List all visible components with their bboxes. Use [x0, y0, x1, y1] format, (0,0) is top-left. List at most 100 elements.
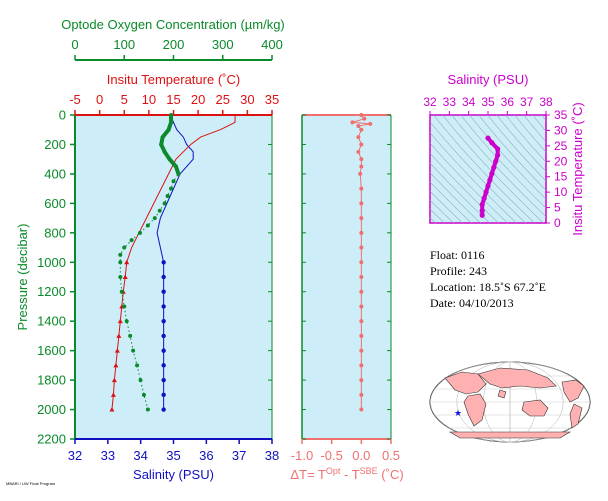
delta-t-data-point [350, 120, 355, 125]
density-contour [430, 121, 527, 223]
oxygen-tick-label: 200 [163, 37, 185, 52]
oxygen-data-point [122, 245, 127, 250]
oxygen-data-point [165, 194, 170, 198]
delta-t-data-point [359, 260, 364, 265]
ts-temperature-tick-label: 5 [554, 201, 561, 215]
ts-temperature-tick-label: 20 [554, 154, 568, 168]
delta-t-data-point [359, 275, 364, 279]
density-contours [430, 115, 546, 223]
temperature-data-point [124, 259, 130, 265]
oxygen-data-point [159, 142, 164, 147]
pressure-axis-label: Pressure (decibar) [15, 224, 30, 331]
temperature-tick-label: 5 [121, 92, 128, 107]
pressure-tick-label: 0 [59, 108, 66, 123]
temperature-profile-line [111, 115, 236, 410]
oxygen-data-point [169, 120, 174, 125]
oxygen-data-point [162, 201, 167, 206]
oxygen-data-point [160, 135, 165, 140]
pressure-tick-label: 2000 [37, 402, 66, 417]
delta-t-data-point [359, 127, 364, 132]
ts-data-point [479, 201, 485, 208]
density-contour [442, 115, 545, 223]
delta-t-data-point [359, 333, 364, 338]
salinity-data-point [161, 392, 166, 398]
oxygen-data-point [141, 392, 146, 397]
salinity-profile-line [156, 114, 194, 410]
ts-data-point [485, 183, 491, 189]
salinity-tick-label: 33 [101, 448, 115, 463]
ts-salinity-tick-label: 33 [443, 95, 457, 109]
map-landmass [561, 379, 585, 403]
ts-temperature-tick-label: 10 [554, 185, 568, 199]
delta-t-tick-label: -1.0 [291, 448, 313, 463]
oxygen-data-point [122, 304, 127, 309]
ts-data-point [487, 177, 493, 183]
ts-temperature-tick-label: 25 [554, 139, 568, 153]
map-landmass [569, 403, 583, 429]
ts-data-point [491, 164, 497, 171]
delta-t-data-point [359, 201, 364, 206]
oxygen-data-point [124, 319, 129, 324]
delta-t-panel-background [302, 115, 391, 439]
credit-text: MBARI / UW Float Program [6, 481, 56, 486]
delta-t-data-point [356, 135, 361, 140]
delta-t-data-point [359, 363, 364, 368]
temperature-data-point [113, 362, 119, 368]
density-contour [478, 115, 546, 191]
density-contour [532, 115, 546, 132]
ts-salinity-tick-label: 34 [462, 95, 476, 109]
ts-data-point [479, 212, 485, 218]
salinity-data-point [161, 377, 166, 383]
salinity-data-point [161, 304, 166, 309]
pressure-tick-label: 800 [44, 225, 66, 240]
temperature-tick-label: 15 [166, 92, 180, 107]
float-id-text: Float: 0116 [430, 248, 485, 262]
map-landmass [444, 371, 487, 395]
delta-t-data-point [359, 157, 364, 162]
density-contour [523, 115, 546, 143]
ts-temperature-tick-label: 15 [554, 170, 568, 184]
ts-data-point [483, 189, 489, 195]
temperature-tick-label: -5 [69, 92, 81, 107]
delta-t-data-point [362, 116, 367, 121]
profile-number-text: Profile: 243 [430, 264, 487, 278]
pressure-tick-label: 1400 [37, 314, 66, 329]
ts-data-point [481, 195, 487, 201]
temperature-tick-label: 25 [216, 92, 230, 107]
oxygen-axis-label: Optode Oxygen Concentration (µm/kg) [61, 17, 285, 32]
delta-t-data-point [359, 392, 364, 397]
map-landmass [477, 367, 557, 389]
delta-t-axis-label: ΔT= TOpt - TSBE (˚C) [290, 466, 403, 482]
pressure-tick-label: 1000 [37, 255, 66, 270]
oxygen-data-point [129, 238, 134, 243]
delta-t-data-point [359, 164, 364, 169]
delta-t-data-point [359, 186, 364, 191]
salinity-data-point [161, 260, 166, 265]
ts-salinity-tick-label: 38 [539, 95, 553, 109]
delta-t-data-point [359, 142, 364, 147]
ts-data-point [495, 152, 501, 158]
salinity-data-point [161, 274, 166, 280]
delta-t-data-point [359, 230, 364, 235]
ts-temperature-tick-label: 30 [554, 123, 568, 137]
delta-t-data-point [358, 171, 363, 176]
delta-t-line [352, 114, 371, 410]
delta-t-data-point [359, 304, 364, 309]
delta-t-data-point [356, 124, 361, 129]
oxygen-data-point [171, 179, 176, 184]
delta-t-tick-label: 0.5 [382, 448, 400, 463]
delta-t-data-point [359, 113, 364, 117]
oxygen-tick-label: 0 [71, 37, 78, 52]
oxygen-data-point [157, 208, 162, 213]
delta-t-data-point [359, 289, 364, 294]
density-contour [430, 152, 500, 223]
oxygen-data-point [128, 333, 133, 338]
main-panel-background [75, 115, 272, 439]
salinity-data-point [161, 289, 166, 294]
oxygen-tick-label: 400 [261, 37, 283, 52]
ts-salinity-tick-label: 35 [481, 95, 495, 109]
oxygen-data-point [145, 407, 150, 412]
oxygen-data-point [118, 275, 123, 279]
delta-t-data-point [359, 245, 364, 250]
